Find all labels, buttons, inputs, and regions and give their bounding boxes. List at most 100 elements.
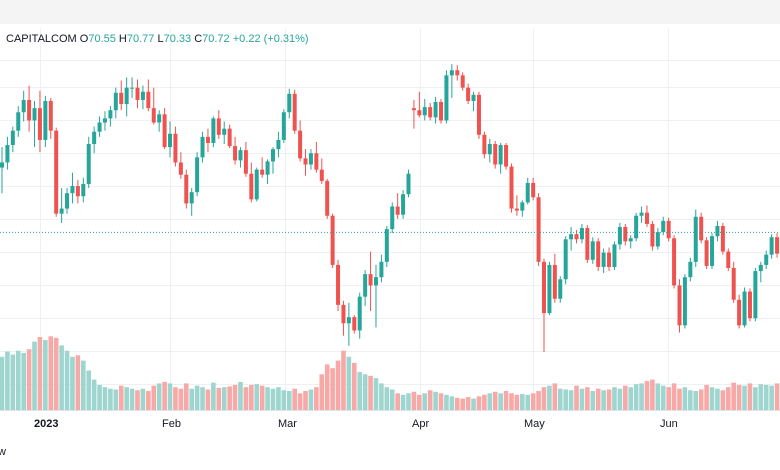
candle-body[interactable] [634, 215, 639, 239]
candle-body[interactable] [688, 261, 693, 278]
candle-body[interactable] [731, 267, 736, 300]
candle-body[interactable] [16, 112, 21, 131]
candle-body[interactable] [130, 87, 135, 89]
candle-body[interactable] [205, 136, 210, 143]
candle-body[interactable] [693, 216, 698, 262]
candle-body[interactable] [449, 70, 454, 76]
candle-body[interactable] [200, 136, 205, 158]
candle-body[interactable] [558, 279, 563, 299]
candle-body[interactable] [119, 92, 124, 105]
candle-body[interactable] [411, 108, 416, 111]
candle-body[interactable] [672, 238, 677, 286]
candle-body[interactable] [70, 186, 75, 194]
candle-body[interactable] [639, 212, 644, 216]
candle-body[interactable] [677, 285, 682, 326]
candle-body[interactable] [666, 220, 671, 239]
candle-body[interactable] [271, 149, 275, 162]
candle-body[interactable] [59, 208, 64, 214]
candle-body[interactable] [173, 133, 178, 163]
candle-body[interactable] [249, 173, 254, 200]
symbol-name[interactable]: CAPITALCOM [6, 33, 77, 45]
candle-body[interactable] [81, 183, 86, 197]
candle-body[interactable] [720, 225, 725, 252]
candle-body[interactable] [563, 239, 568, 280]
candle-body[interactable] [233, 146, 238, 161]
candle-body[interactable] [43, 100, 48, 140]
candlestick-chart[interactable]: 2023 Feb Mar Apr May Jun [0, 0, 780, 440]
candle-body[interactable] [704, 240, 709, 266]
candle-body[interactable] [726, 251, 731, 268]
candle-body[interactable] [753, 271, 758, 319]
time-axis[interactable]: 2023 Feb Mar Apr May Jun [34, 418, 678, 430]
candle-body[interactable] [471, 94, 476, 101]
candle-body[interactable] [303, 158, 308, 165]
candle-body[interactable] [184, 174, 189, 204]
candle-body[interactable] [227, 128, 232, 147]
candle-body[interactable] [97, 122, 102, 132]
candle-body[interactable] [379, 261, 384, 278]
candle-body[interactable] [162, 114, 167, 148]
candle-body[interactable] [433, 102, 438, 118]
candle-body[interactable] [612, 244, 617, 267]
candle-body[interactable] [710, 236, 715, 266]
candle-body[interactable] [102, 118, 107, 123]
candle-body[interactable] [222, 128, 227, 135]
candle-body[interactable] [357, 296, 362, 331]
candle-body[interactable] [644, 212, 649, 224]
candle-body[interactable] [325, 180, 330, 216]
candle-body[interactable] [585, 228, 590, 260]
candle-body[interactable] [238, 150, 243, 161]
candle-body[interactable] [574, 234, 579, 240]
candle-body[interactable] [628, 238, 633, 242]
candle-body[interactable] [552, 264, 557, 299]
candle-body[interactable] [336, 264, 341, 305]
candle-body[interactable] [775, 237, 780, 254]
candle-body[interactable] [395, 206, 400, 215]
candle-body[interactable] [135, 87, 140, 100]
candle-body[interactable] [460, 75, 465, 88]
candle-body[interactable] [314, 153, 319, 170]
candle-body[interactable] [65, 193, 70, 209]
candle-body[interactable] [514, 208, 519, 211]
candle-body[interactable] [547, 264, 552, 314]
candle-body[interactable] [590, 241, 595, 260]
candle-body[interactable] [21, 99, 26, 113]
candle-body[interactable] [287, 93, 292, 113]
candle-body[interactable] [509, 166, 514, 209]
candle-body[interactable] [715, 225, 720, 237]
candle-body[interactable] [243, 150, 248, 174]
candle-body[interactable] [86, 144, 91, 184]
candle-body[interactable] [341, 304, 346, 324]
candle-body[interactable] [108, 110, 113, 119]
candle-body[interactable] [466, 87, 471, 101]
candle-body[interactable] [596, 241, 601, 267]
candle-body[interactable] [75, 186, 80, 197]
candle-body[interactable] [0, 162, 4, 168]
candle-body[interactable] [493, 144, 498, 165]
candle-body[interactable] [536, 197, 541, 262]
candle-body[interactable] [151, 108, 156, 123]
candle-body[interactable] [476, 94, 481, 135]
candle-body[interactable] [742, 291, 747, 326]
candle-body[interactable] [623, 227, 628, 242]
candle-body[interactable] [428, 107, 433, 118]
candle-body[interactable] [542, 261, 546, 314]
candle-body[interactable] [276, 139, 281, 150]
candle-body[interactable] [607, 252, 612, 267]
candle-body[interactable] [758, 264, 763, 272]
candle-body[interactable] [54, 130, 59, 214]
candle-body[interactable] [146, 91, 151, 109]
candle-body[interactable] [569, 234, 574, 240]
candle-body[interactable] [330, 215, 335, 265]
candle-body[interactable] [487, 144, 492, 155]
candle-body[interactable] [281, 112, 286, 140]
candle-body[interactable] [157, 114, 162, 123]
candle-body[interactable] [650, 223, 655, 247]
candle-body[interactable] [769, 237, 774, 255]
candle-body[interactable] [308, 153, 313, 165]
candle-body[interactable] [292, 93, 297, 131]
candle-body[interactable] [422, 107, 427, 116]
candle-body[interactable] [27, 99, 32, 121]
candle-body[interactable] [525, 182, 530, 203]
candle-body[interactable] [682, 277, 687, 326]
